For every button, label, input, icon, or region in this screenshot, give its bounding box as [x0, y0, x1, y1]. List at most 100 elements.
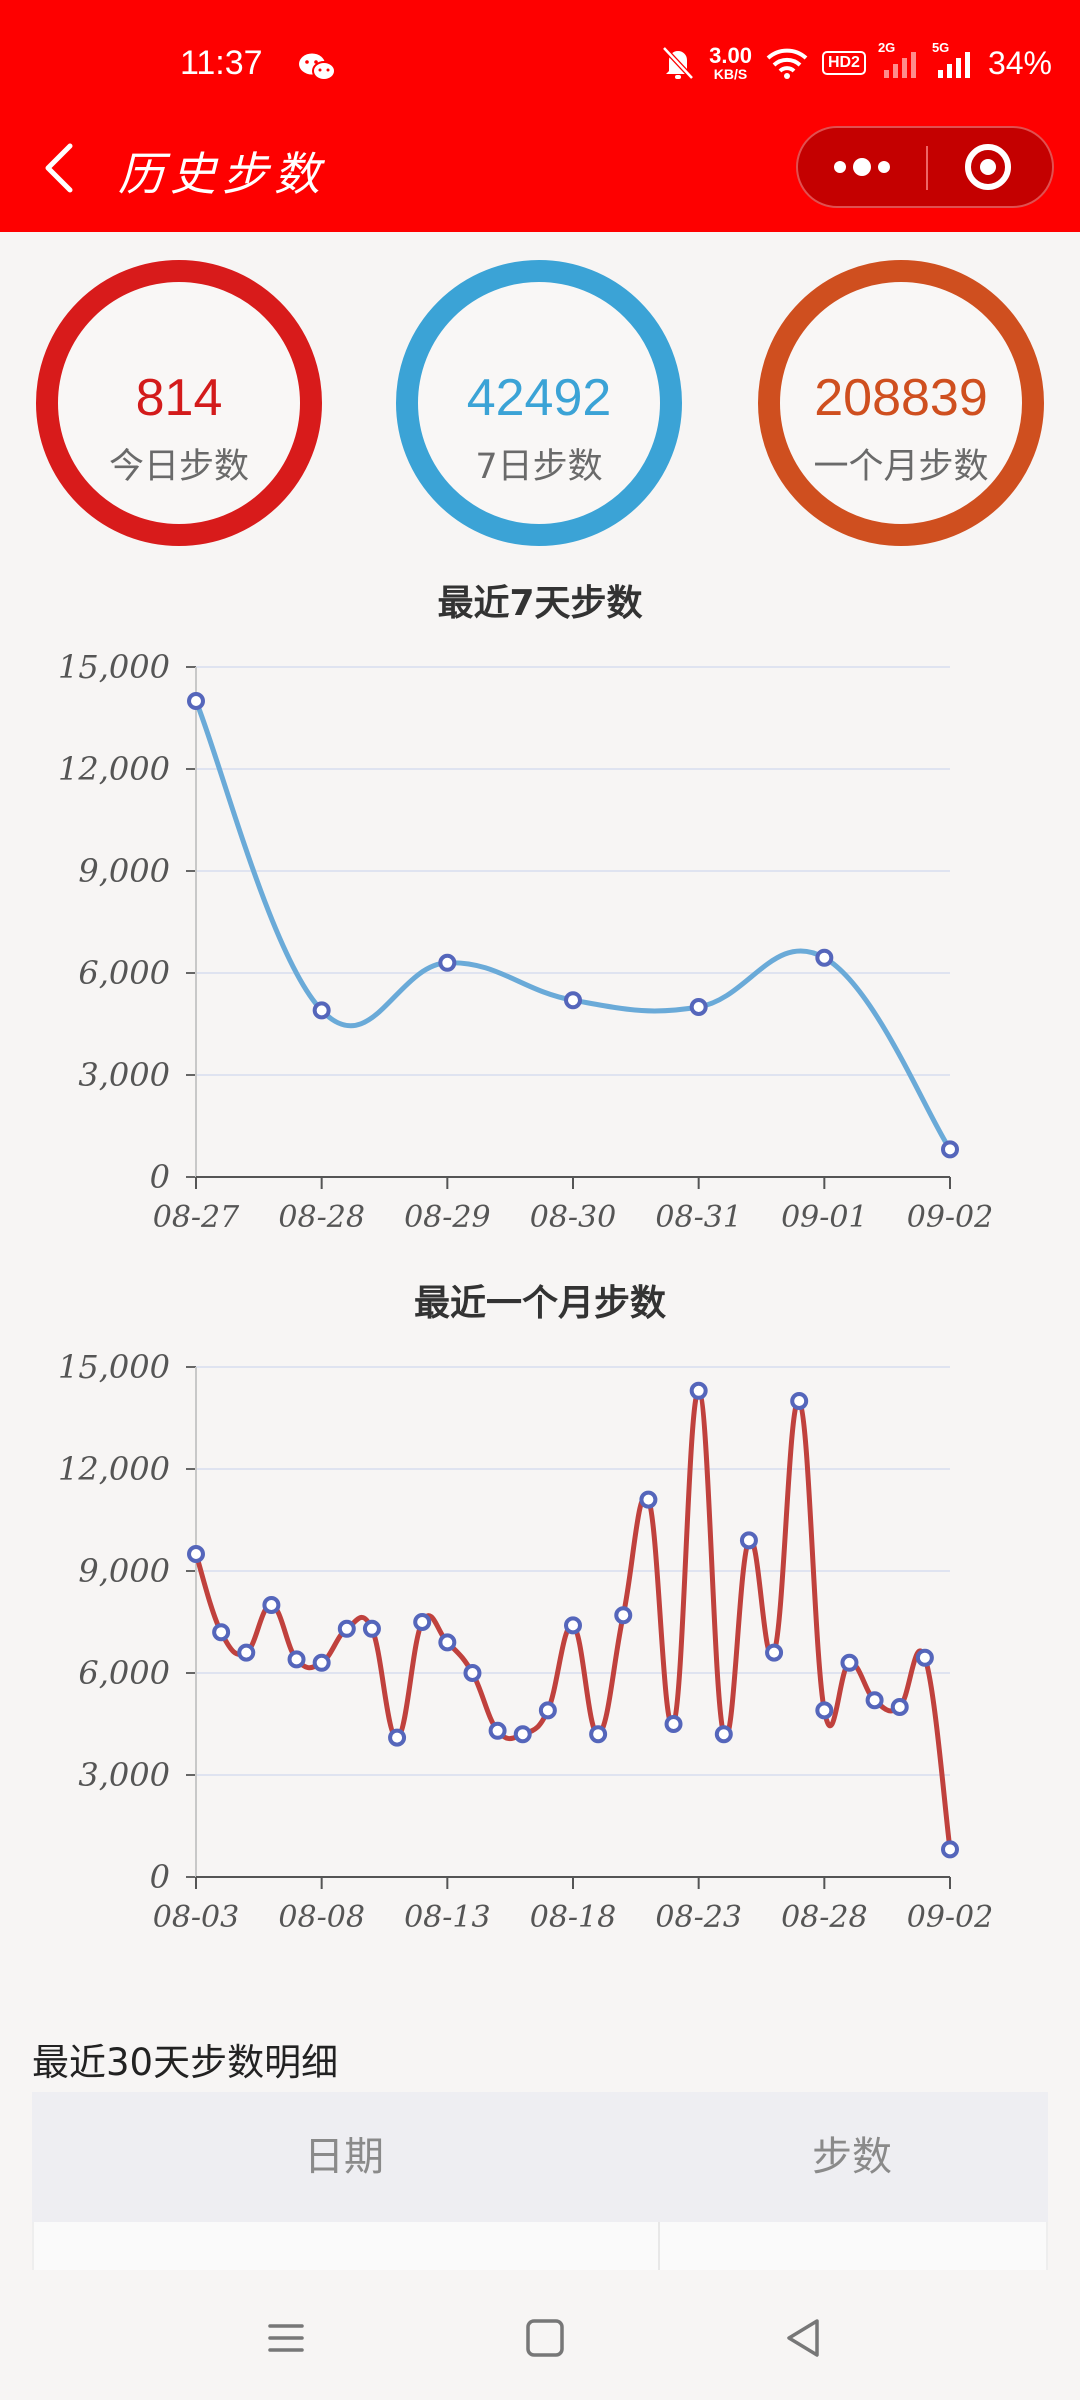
week-chart-x-tick-label: 08-29 — [404, 1200, 490, 1235]
month-chart-x-tick-label: 08-28 — [781, 1900, 867, 1935]
home-icon[interactable] — [515, 2308, 575, 2368]
status-icons: 3.00 KB/S HD2 2G 5G — [661, 38, 1052, 88]
week-chart-title: 最近7天步数 — [437, 583, 643, 624]
month-chart-data-point — [337, 1619, 356, 1638]
system-nav-bar — [0, 2270, 1080, 2400]
month-chart-y-tick-label: 6,000 — [78, 1654, 170, 1692]
status-time: 11:37 — [180, 44, 263, 82]
week-chart-data-point — [815, 948, 834, 967]
month-chart-data-point — [538, 1701, 557, 1720]
month-chart-data-point — [564, 1616, 582, 1635]
week-chart-y-tick-label: 0 — [150, 1158, 170, 1196]
week-chart-x-tick-label: 08-28 — [278, 1200, 364, 1235]
month-chart-data-point — [941, 1840, 959, 1859]
column-header-steps: 步数 — [812, 2134, 892, 2180]
month-chart-data-point — [262, 1596, 281, 1614]
signal-icon: 5G — [932, 40, 974, 80]
week-steps-chart: 0 3,000 6,000 9,000 12,000 15,000 08-27 08-28 08… — [58, 648, 993, 1235]
month-chart-y-tick-label: 12,000 — [58, 1450, 170, 1488]
month-chart-data-point — [438, 1633, 457, 1652]
detail-section-title: 最近30天步数明细 — [32, 2041, 339, 2084]
month-chart-x-tick-label: 08-08 — [278, 1900, 364, 1935]
month-steps-card: 208839 一个月步数 — [758, 260, 1044, 546]
month-chart-data-point — [639, 1490, 658, 1509]
month-chart-y-tick-label: 3,000 — [78, 1756, 170, 1794]
month-chart-data-point — [739, 1531, 758, 1550]
sim1-label: 2G — [877, 40, 896, 55]
mute-bell-icon — [662, 46, 694, 80]
today-steps-card: 814 今日步数 — [36, 260, 322, 546]
month-chart-y-tick-label: 0 — [150, 1858, 170, 1896]
mini-program-capsule — [796, 126, 1054, 208]
month-chart-data-point — [312, 1653, 331, 1672]
month-chart-data-point — [689, 1381, 708, 1400]
signal-icon: 2G — [878, 40, 920, 80]
week-chart-y-tick-label: 9,000 — [78, 852, 170, 890]
month-chart-data-point — [664, 1715, 683, 1733]
net-speed-value: 3.00 — [709, 43, 752, 68]
week-chart-x-tick-label: 09-02 — [907, 1200, 993, 1235]
back-button[interactable] — [40, 140, 80, 196]
month-chart-x-tick-label: 08-23 — [655, 1900, 741, 1935]
back-nav-icon[interactable] — [773, 2308, 833, 2368]
week-chart-x-tick-label: 08-27 — [153, 1200, 240, 1235]
sim2-label: 5G — [931, 40, 950, 55]
week-chart-data-point — [187, 692, 205, 710]
week-steps-card: 42492 7日步数 — [396, 260, 682, 546]
net-speed-unit: KB/S — [713, 66, 748, 82]
month-chart-data-point — [237, 1643, 256, 1662]
month-chart-data-point — [488, 1721, 507, 1740]
week-chart-y-tick-label: 3,000 — [78, 1056, 170, 1094]
menu-icon[interactable] — [256, 2308, 316, 2368]
week-steps-value: 42492 — [466, 369, 612, 427]
week-steps-label: 7日步数 — [475, 447, 603, 487]
month-chart-data-point — [187, 1545, 205, 1563]
week-chart-data-point — [564, 991, 582, 1010]
month-chart-data-point — [513, 1725, 532, 1744]
month-chart-data-point — [413, 1613, 432, 1631]
week-chart-x-tick-label: 08-31 — [655, 1200, 741, 1235]
month-steps-chart: 0 3,000 6,000 9,000 12,000 15,000 08-03 08-08 08… — [58, 1348, 993, 1935]
capsule-divider — [926, 146, 928, 190]
month-chart-data-point — [362, 1619, 381, 1638]
month-chart-data-point — [915, 1648, 934, 1667]
column-separator — [658, 2222, 660, 2302]
more-button[interactable] — [798, 128, 926, 206]
today-steps-value: 814 — [135, 369, 223, 427]
month-chart-x-tick-label: 08-18 — [530, 1900, 616, 1935]
month-chart-data-point — [614, 1606, 633, 1625]
month-chart-data-point — [765, 1643, 784, 1662]
net-speed: 3.00 KB/S — [709, 43, 752, 82]
hd-badge: HD2 — [821, 51, 866, 75]
week-chart-y-tick-label: 6,000 — [78, 954, 170, 992]
month-chart-data-point — [865, 1691, 884, 1710]
week-chart-data-point — [941, 1140, 959, 1159]
month-chart-data-point — [589, 1725, 608, 1744]
month-chart-x-tick-label: 09-02 — [907, 1900, 993, 1935]
month-chart-data-point — [840, 1653, 859, 1672]
week-chart-data-point — [689, 998, 708, 1016]
top-bar: 11:37 3.00 KB/S HD2 2G — [0, 0, 1080, 232]
week-chart-y-tick-label: 15,000 — [58, 648, 170, 686]
month-chart-series-line — [193, 1388, 953, 1850]
month-steps-value: 208839 — [814, 369, 988, 427]
week-chart-y-tick-label: 12,000 — [58, 750, 170, 788]
month-chart-data-point — [714, 1725, 733, 1744]
month-chart-y-tick-label: 9,000 — [78, 1552, 170, 1590]
week-chart-data-point — [438, 953, 457, 972]
month-chart-x-tick-label: 08-03 — [153, 1900, 239, 1935]
close-target-button[interactable] — [928, 128, 1052, 206]
month-chart-title: 最近一个月步数 — [413, 1283, 666, 1324]
today-steps-label: 今日步数 — [108, 447, 249, 487]
week-chart-data-point — [312, 1001, 331, 1020]
month-chart-data-point — [463, 1664, 482, 1682]
month-chart-data-point — [287, 1650, 306, 1669]
wifi-icon — [766, 48, 808, 79]
week-chart-x-tick-label: 08-30 — [530, 1200, 616, 1235]
month-chart-data-point — [388, 1728, 407, 1747]
month-chart-data-point — [815, 1701, 834, 1720]
month-chart-y-tick-label: 15,000 — [58, 1348, 170, 1386]
month-chart-data-point — [890, 1698, 909, 1716]
table-header: 日期 步数 — [32, 2092, 1048, 2222]
month-steps-label: 一个月步数 — [813, 447, 989, 487]
